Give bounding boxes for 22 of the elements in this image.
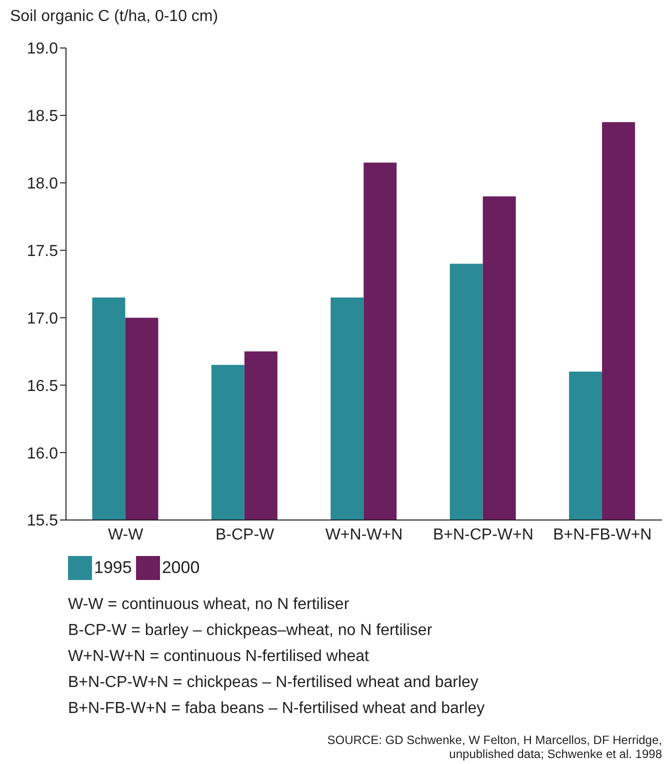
text: B-CP-W = barley – chickpeas–wheat, no N fertiliser — [68, 621, 434, 641]
y-tick-label: 17.0 — [26, 310, 58, 328]
y-tick-label: 16.0 — [26, 445, 58, 462]
text: B+N-FB-W+N = faba beans – N-fertilised wheat and barley — [68, 699, 485, 719]
legend-label: 2000 — [162, 558, 200, 578]
y-tick-label: 17.5 — [26, 242, 58, 260]
x-tick-label: B+N-CP-W+N — [432, 526, 534, 544]
x-tick-label: W-W — [108, 526, 144, 544]
y-tick-label: 18.5 — [26, 108, 58, 126]
y-tick-label: 19.0 — [26, 40, 58, 58]
legend-label: 1995 — [94, 558, 132, 578]
x-tick-label: W+N-W+N — [325, 526, 403, 544]
x-tick-label: B-CP-W — [215, 526, 276, 544]
text: W+N-W+N = continuous N-fertilised wheat — [68, 647, 370, 667]
y-axis-title: Soil organic C (t/ha, 0-10 cm) — [10, 8, 218, 26]
text: B+N-CP-W+N = chickpeas – N-fertilised wheat and barley — [68, 673, 480, 693]
y-tick-label: 15.5 — [26, 512, 58, 530]
y-tick-label: 18.0 — [26, 176, 58, 193]
source-note: SOURCE: GD Schwenke, W Felton, H Marcellos, DF Herridge, unpublished data; Schwenke et al. 1998 — [326, 733, 662, 761]
text: W-W = continuous wheat, no N fertiliser — [68, 595, 350, 615]
x-tick-label: B+N-FB-W+N — [553, 526, 652, 544]
y-tick-label: 16.5 — [26, 378, 58, 395]
